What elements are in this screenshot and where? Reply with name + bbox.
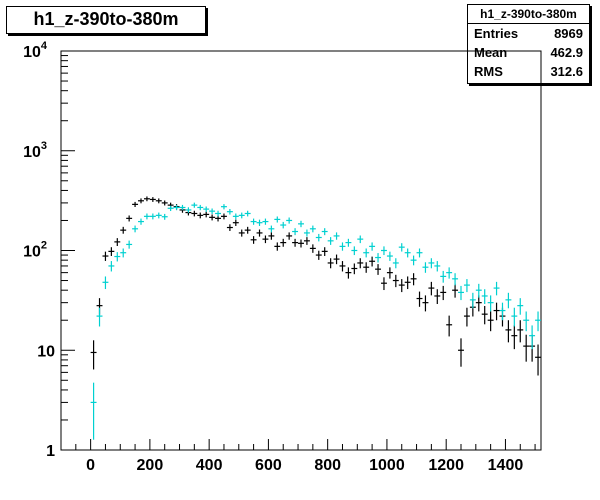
statistics-title: h1_z-390to-380m	[468, 5, 589, 24]
x-tick-label: 800	[314, 457, 341, 474]
y-tick-label: 10	[37, 343, 55, 360]
stat-row-rms: RMS 312.6	[468, 62, 589, 81]
x-tick-label: 600	[255, 457, 282, 474]
x-tick-label: 1000	[369, 457, 405, 474]
x-tick-label: 0	[86, 457, 95, 474]
plot-frame	[60, 50, 542, 451]
y-tick-label: 1	[46, 443, 55, 460]
stat-value-mean: 462.9	[550, 45, 583, 60]
x-tick-label: 400	[196, 457, 223, 474]
x-tick-label: 1200	[428, 457, 464, 474]
stat-row-mean: Mean 462.9	[468, 43, 589, 62]
histogram-title-box: h1_z-390to-380m	[6, 6, 206, 34]
x-tick-label: 200	[137, 457, 164, 474]
stat-label-mean: Mean	[474, 45, 508, 60]
stat-row-entries: Entries 8969	[468, 24, 589, 43]
histogram-title: h1_z-390to-380m	[33, 9, 179, 29]
stat-label-rms: RMS	[474, 64, 503, 79]
x-tick-label: 1400	[488, 457, 524, 474]
y-tick-label: 103	[23, 140, 47, 161]
statistics-box: h1_z-390to-380m Entries 8969 Mean 462.9 …	[467, 4, 590, 84]
stat-label-entries: Entries	[474, 26, 519, 41]
y-tick-label: 104	[23, 40, 48, 61]
stat-value-rms: 312.6	[550, 64, 583, 79]
stat-value-entries: 8969	[554, 26, 583, 41]
y-tick-label: 102	[23, 240, 47, 261]
